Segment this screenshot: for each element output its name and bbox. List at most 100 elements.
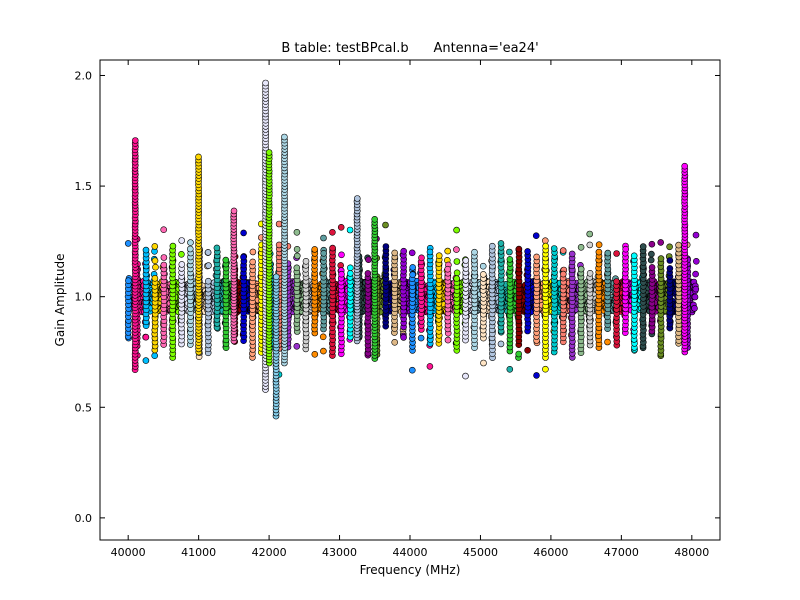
data-point — [371, 216, 379, 223]
data-point — [506, 248, 513, 256]
data-point — [675, 241, 682, 249]
data-point — [346, 270, 354, 277]
x-axis-label: Frequency (MHz) — [360, 563, 461, 577]
y-tick-label: 2.0 — [75, 69, 93, 82]
data-point — [337, 224, 345, 231]
x-tick-label: 44000 — [393, 546, 428, 559]
data-point — [453, 275, 461, 282]
data-point — [204, 249, 212, 256]
data-point — [230, 207, 238, 215]
data-point — [542, 365, 549, 373]
data-point — [195, 153, 202, 161]
data-point — [586, 241, 594, 249]
data-point — [506, 365, 514, 373]
data-point — [249, 248, 257, 256]
data-point — [648, 250, 655, 258]
data-point — [293, 342, 301, 350]
data-point — [524, 346, 531, 354]
data-point — [691, 304, 698, 312]
data-point — [311, 246, 319, 253]
data-point — [178, 251, 185, 258]
data-point — [692, 285, 700, 293]
data-point — [151, 352, 158, 360]
data-point — [691, 293, 699, 301]
data-point — [125, 277, 132, 285]
data-point — [595, 241, 603, 248]
x-tick-label: 47000 — [604, 546, 639, 559]
data-point — [132, 137, 139, 144]
data-point — [391, 338, 399, 346]
data-point — [453, 269, 461, 277]
data-point — [462, 257, 470, 264]
y-tick-label: 0.0 — [75, 512, 93, 525]
x-tick-label: 43000 — [322, 546, 357, 559]
data-point — [272, 273, 280, 281]
data-point — [479, 271, 487, 278]
y-tick-label: 0.5 — [75, 401, 93, 414]
y-axis-label: Gain Amplitude — [53, 254, 67, 347]
data-point — [586, 269, 594, 277]
data-point — [577, 265, 585, 273]
data-points — [124, 79, 700, 420]
data-point — [453, 258, 461, 265]
data-point — [249, 258, 256, 266]
data-point — [417, 334, 425, 342]
y-tick-label: 1.0 — [75, 291, 93, 304]
data-point — [648, 240, 656, 248]
data-point — [622, 245, 630, 253]
data-point — [320, 347, 327, 355]
x-tick-label: 45000 — [463, 546, 498, 559]
data-point — [382, 243, 390, 250]
data-point — [666, 257, 674, 264]
data-point — [497, 240, 505, 247]
data-point — [302, 257, 310, 265]
data-point — [533, 372, 540, 379]
data-point — [666, 243, 673, 251]
data-point — [329, 229, 336, 236]
x-tick-label: 41000 — [181, 546, 216, 559]
data-point — [240, 229, 247, 237]
data-point — [418, 254, 425, 262]
data-point — [187, 245, 194, 253]
data-point — [479, 262, 487, 270]
data-point — [400, 247, 408, 255]
data-point — [444, 247, 452, 255]
data-point — [524, 248, 531, 255]
data-point — [595, 248, 603, 256]
data-point — [151, 257, 159, 265]
data-point — [169, 242, 177, 250]
data-point — [497, 340, 505, 348]
data-point — [391, 249, 399, 257]
data-point — [319, 333, 327, 341]
data-point — [444, 265, 452, 273]
data-point — [311, 350, 319, 358]
data-point — [329, 244, 336, 252]
x-tick-label: 48000 — [674, 546, 709, 559]
data-point — [408, 249, 416, 257]
data-point — [265, 149, 273, 156]
data-point — [613, 278, 620, 285]
data-point — [533, 253, 540, 261]
data-point — [364, 270, 372, 277]
data-point — [426, 363, 434, 370]
y-tick-label: 1.5 — [75, 180, 93, 193]
data-point — [346, 226, 354, 234]
data-point — [205, 277, 212, 285]
data-point — [681, 162, 689, 170]
data-point — [657, 239, 665, 246]
data-point — [338, 251, 345, 259]
data-point — [293, 264, 301, 272]
data-point — [586, 230, 594, 238]
data-point — [647, 256, 655, 264]
data-point — [293, 229, 301, 236]
x-tick-label: 46000 — [533, 546, 568, 559]
data-point — [275, 241, 283, 249]
data-point — [187, 239, 194, 246]
data-point — [444, 336, 452, 344]
data-point — [453, 226, 460, 234]
data-point — [160, 261, 168, 269]
data-point — [648, 264, 656, 271]
data-point — [240, 253, 247, 261]
data-point — [506, 256, 514, 263]
